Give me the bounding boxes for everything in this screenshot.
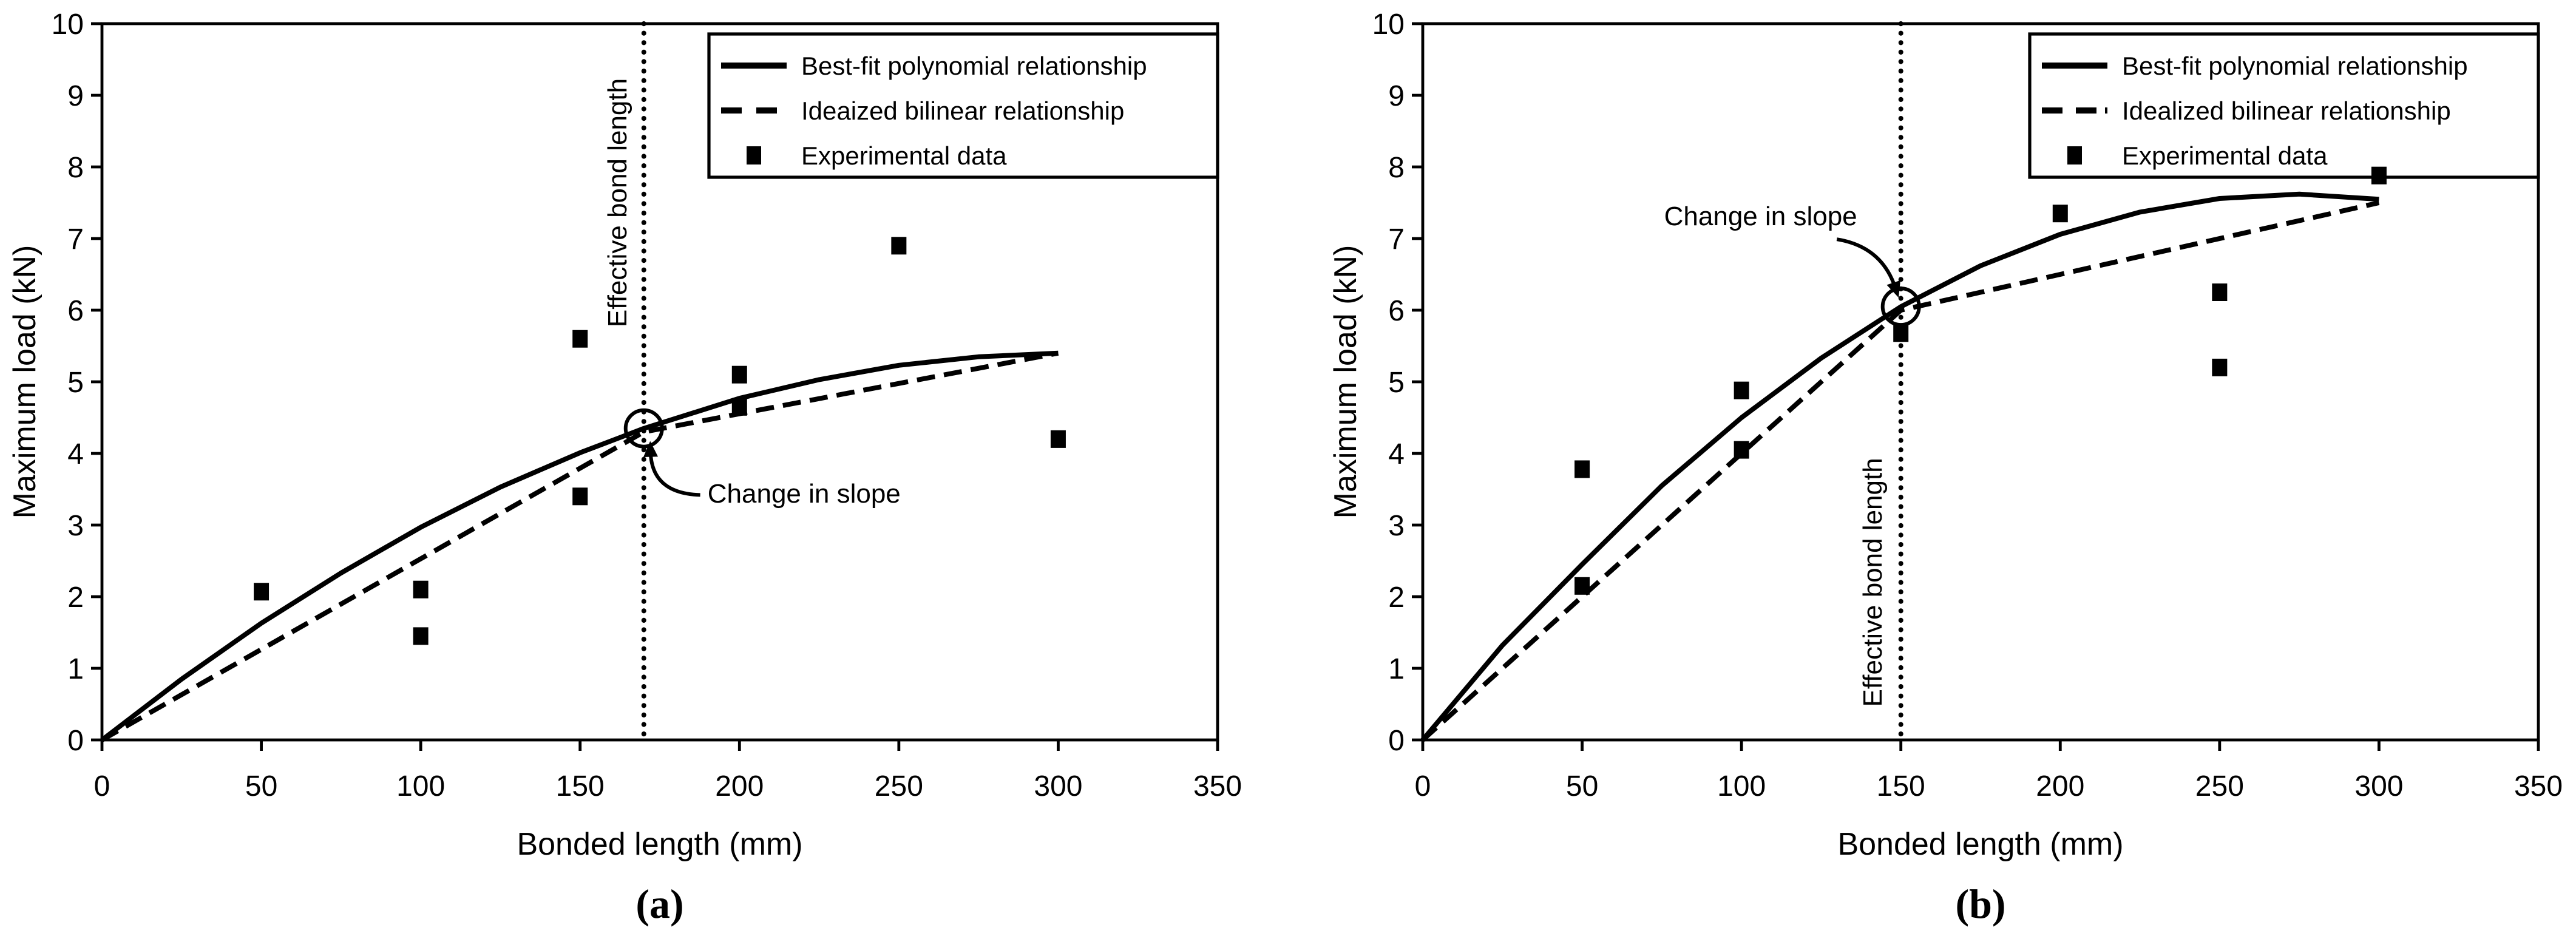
y-tick-label: 8 <box>67 152 84 184</box>
y-tick-label: 4 <box>67 438 84 470</box>
y-axis-title: Maximum load (kN) <box>1328 245 1363 519</box>
panel-caption: (a) <box>636 881 683 927</box>
y-tick-label: 1 <box>1388 653 1405 685</box>
data-point-square <box>731 398 747 416</box>
y-tick-label: 6 <box>67 295 84 327</box>
y-tick-label: 10 <box>52 8 84 41</box>
legend-box <box>707 32 1219 179</box>
panel-a: 0 50 100 150 200 250 300 350 0 1 2 3 4 5 6 7 8 9 10 Bonded … <box>7 8 1242 927</box>
data-point-square <box>2212 283 2228 301</box>
y-tick-label: 9 <box>1388 80 1405 112</box>
y-tick-label: 6 <box>1388 295 1405 327</box>
y-tick-label: 8 <box>1388 152 1405 184</box>
x-tick-label: 250 <box>875 770 923 802</box>
y-tick-label: 2 <box>1388 582 1405 614</box>
y-axis-title: Maximum load (kN) <box>7 245 42 519</box>
legend-item-label: Idealized bilinear relationship <box>2122 97 2451 125</box>
x-tick-label: 100 <box>1717 770 1766 802</box>
x-tick-label: 0 <box>94 770 110 802</box>
y-tick-label: 9 <box>67 80 84 112</box>
y-tick-label: 7 <box>1388 223 1405 256</box>
data-point-square <box>2371 166 2387 185</box>
legend-sample-square-icon <box>747 146 761 164</box>
data-point-square <box>2052 205 2068 223</box>
data-point-square <box>1050 430 1066 448</box>
data-point-square <box>413 580 429 599</box>
series-bestfit-line <box>1420 191 2379 742</box>
x-tick-label: 250 <box>2195 770 2244 802</box>
y-tick-label: 4 <box>1388 438 1405 470</box>
panel-caption: (b) <box>1955 881 2005 927</box>
x-tick-label: 350 <box>2514 770 2563 802</box>
x-tick-label: 150 <box>1877 770 1925 802</box>
change-in-slope-label: Change in slope <box>1664 202 1857 231</box>
legend-sample-square-icon <box>2067 146 2082 164</box>
legend-item-label: Best-fit polynomial relationship <box>801 52 1147 80</box>
data-point-square <box>1893 324 1909 342</box>
legend-item-label: Experimental data <box>801 141 1007 170</box>
series-bilinear-line <box>101 350 1059 742</box>
effective-bond-length-label: Effective bond length <box>1858 458 1888 707</box>
plot-border <box>1421 22 2540 742</box>
data-point-square <box>2212 358 2228 376</box>
y-tick-label: 3 <box>67 510 84 542</box>
legend-item-label: Experimental data <box>2122 141 2328 170</box>
data-point-square <box>572 330 588 348</box>
data-point-square <box>1574 577 1590 595</box>
y-tick-label: 5 <box>67 367 84 399</box>
x-tick-label: 200 <box>2036 770 2084 802</box>
x-tick-label: 300 <box>1034 770 1082 802</box>
y-tick-label: 0 <box>67 725 84 757</box>
x-tick-label: 150 <box>556 770 605 802</box>
data-point-square <box>731 365 747 384</box>
y-tick-label: 1 <box>67 653 84 685</box>
data-point-square <box>1574 460 1590 478</box>
x-tick-label: 50 <box>1566 770 1598 802</box>
data-point-square <box>254 583 269 601</box>
annotation-arrow <box>1836 237 1897 288</box>
data-point-square <box>572 487 588 506</box>
change-in-slope-label: Change in slope <box>708 479 901 509</box>
annotation-circle <box>623 408 664 449</box>
chart-panel-a: 0 50 100 150 200 250 300 350 0 1 2 3 4 5 6 7 8 9 10 Bonded … <box>7 8 1242 927</box>
y-tick-label: 7 <box>67 223 84 256</box>
x-tick-label: 350 <box>1193 770 1242 802</box>
x-tick-label: 0 <box>1415 770 1431 802</box>
legend-item-label: Best-fit polynomial relationship <box>2122 52 2468 80</box>
x-tick-label: 200 <box>715 770 764 802</box>
x-tick-label: 50 <box>245 770 277 802</box>
x-tick-label: 100 <box>396 770 445 802</box>
data-point-square <box>1734 381 1749 399</box>
effective-bond-length-label: Effective bond length <box>603 78 632 327</box>
data-point-square <box>891 237 907 255</box>
arrowhead-icon <box>643 441 658 457</box>
series-bestfit-line <box>100 350 1059 742</box>
y-tick-label: 2 <box>67 582 84 614</box>
series-bilinear-line <box>1421 200 2380 742</box>
y-tick-label: 5 <box>1388 367 1405 399</box>
y-tick-label: 0 <box>1388 725 1405 757</box>
chart-panel-b: 0 50 100 150 200 250 300 350 0 1 2 3 4 5 6 7 8 9 10 Bonded … <box>1328 8 2563 927</box>
annotation-arrow <box>648 452 700 497</box>
legend-box <box>2028 32 2540 179</box>
x-tick-label: 300 <box>2354 770 2403 802</box>
plot-border <box>100 22 1219 742</box>
data-point-square <box>1734 441 1749 459</box>
legend-item-label: Ideaized bilinear relationship <box>801 97 1124 125</box>
y-tick-label: 3 <box>1388 510 1405 542</box>
data-point-square <box>413 627 429 645</box>
arrowhead-icon <box>1886 280 1900 298</box>
annotation-circle <box>1880 287 1921 327</box>
x-axis-title: Bonded length (mm) <box>517 827 802 862</box>
x-axis-title: Bonded length (mm) <box>1837 827 2123 862</box>
panel-b: 0 50 100 150 200 250 300 350 0 1 2 3 4 5 6 7 8 9 10 Bonded … <box>1288 0 2576 936</box>
y-tick-label: 10 <box>1372 8 1405 41</box>
